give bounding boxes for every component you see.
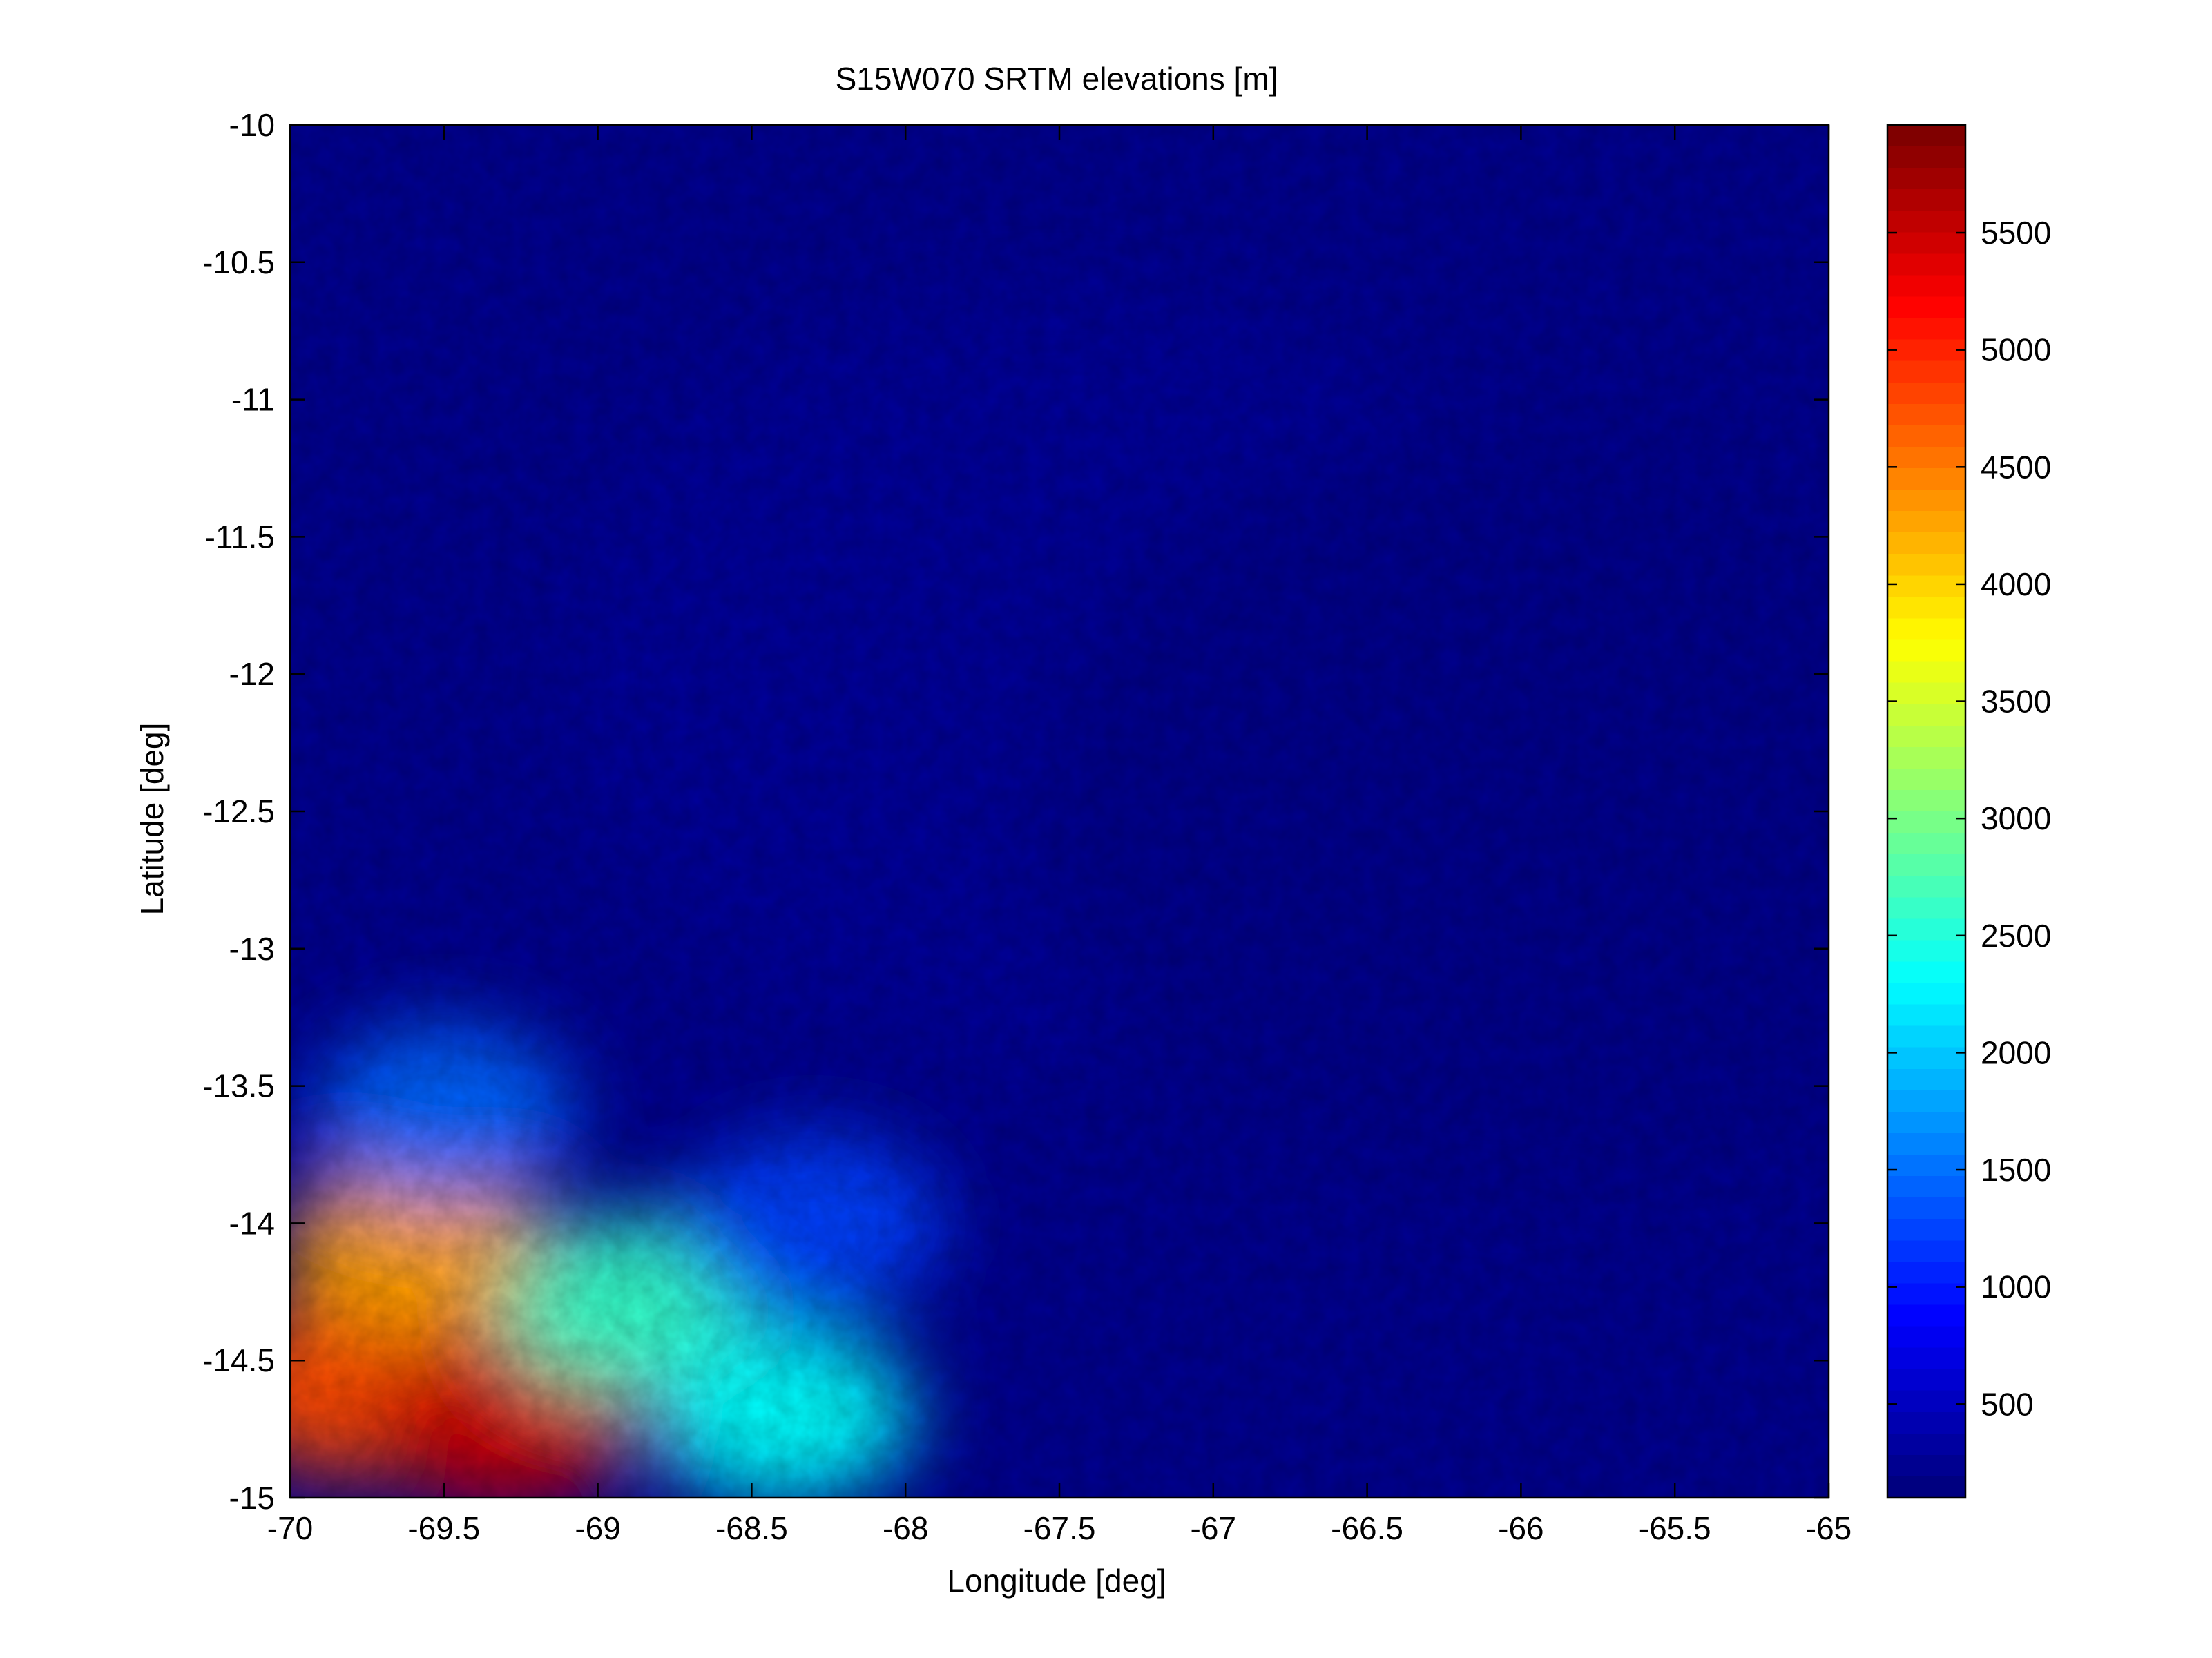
y-tick-label: -11 xyxy=(231,382,275,418)
colorbar-gradient xyxy=(1887,125,1965,1498)
colorbar-tick-label: 1500 xyxy=(1981,1152,2051,1188)
x-tick-label: -67.5 xyxy=(1023,1510,1096,1546)
colorbar-tick-label: 4500 xyxy=(1981,449,2051,485)
x-axis: -70 -69.5 -69 -68.5 -68 -67.5 -67 -66.5 -66 -65.5… xyxy=(267,125,1852,1546)
x-axis-label: Longitude [deg] xyxy=(947,1563,1166,1599)
colorbar: 500 1000 1500 2000 2500 3000 3500 4000 4500 5000 5… xyxy=(1886,124,2051,1499)
y-tick-label: -10 xyxy=(229,107,275,143)
y-tick-label: -10.5 xyxy=(202,244,275,280)
x-tick-label: -68.5 xyxy=(715,1510,788,1546)
colorbar-tick-label: 1000 xyxy=(1981,1269,2051,1305)
colorbar-tick-label: 500 xyxy=(1981,1386,2034,1422)
x-tick-label: -70 xyxy=(267,1510,313,1546)
x-tick-label: -65.5 xyxy=(1639,1510,1711,1546)
y-tick-label: -12.5 xyxy=(202,793,275,829)
colorbar-ticks: 500 1000 1500 2000 2500 3000 3500 4000 4500 5000 5… xyxy=(1887,215,2051,1422)
x-tick-label: -69.5 xyxy=(407,1510,480,1546)
x-tick-label: -67 xyxy=(1191,1510,1236,1546)
elevation-map xyxy=(290,125,1829,1498)
y-tick-label: -14 xyxy=(229,1205,275,1241)
colorbar-tick-label: 5500 xyxy=(1981,215,2051,251)
colorbar-tick-label: 5000 xyxy=(1981,332,2051,368)
y-tick-label: -13 xyxy=(229,931,275,967)
colorbar-tick-label: 3500 xyxy=(1981,684,2051,720)
colorbar-tick-label: 2500 xyxy=(1981,918,2051,954)
colorbar-tick-label: 4000 xyxy=(1981,566,2051,602)
colorbar-tick-label: 2000 xyxy=(1981,1034,2051,1070)
x-tick-label: -65 xyxy=(1806,1510,1852,1546)
y-tick-label: -15 xyxy=(229,1480,275,1516)
chart-title: S15W070 SRTM elevations [m] xyxy=(836,61,1278,97)
y-tick-label: -11.5 xyxy=(205,519,275,555)
x-tick-label: -66 xyxy=(1498,1510,1543,1546)
y-axis-label: Latitude [deg] xyxy=(134,723,170,916)
y-tick-label: -14.5 xyxy=(202,1342,275,1378)
y-tick-label: -12 xyxy=(229,656,275,692)
x-tick-label: -69 xyxy=(575,1510,620,1546)
colorbar-tick-label: 3000 xyxy=(1981,800,2051,836)
y-tick-label: -13.5 xyxy=(202,1068,275,1104)
x-tick-label: -68 xyxy=(883,1510,928,1546)
x-tick-label: -66.5 xyxy=(1331,1510,1403,1546)
y-axis: -10 -10.5 -11 -11.5 -12 -12.5 -13 -13.5 -14 -14.5… xyxy=(202,107,1829,1516)
plot-area: -70 -69.5 -69 -68.5 -68 -67.5 -67 -66.5 -66 -65.5… xyxy=(202,107,1852,1546)
colorbar-frame xyxy=(1886,124,1967,1499)
